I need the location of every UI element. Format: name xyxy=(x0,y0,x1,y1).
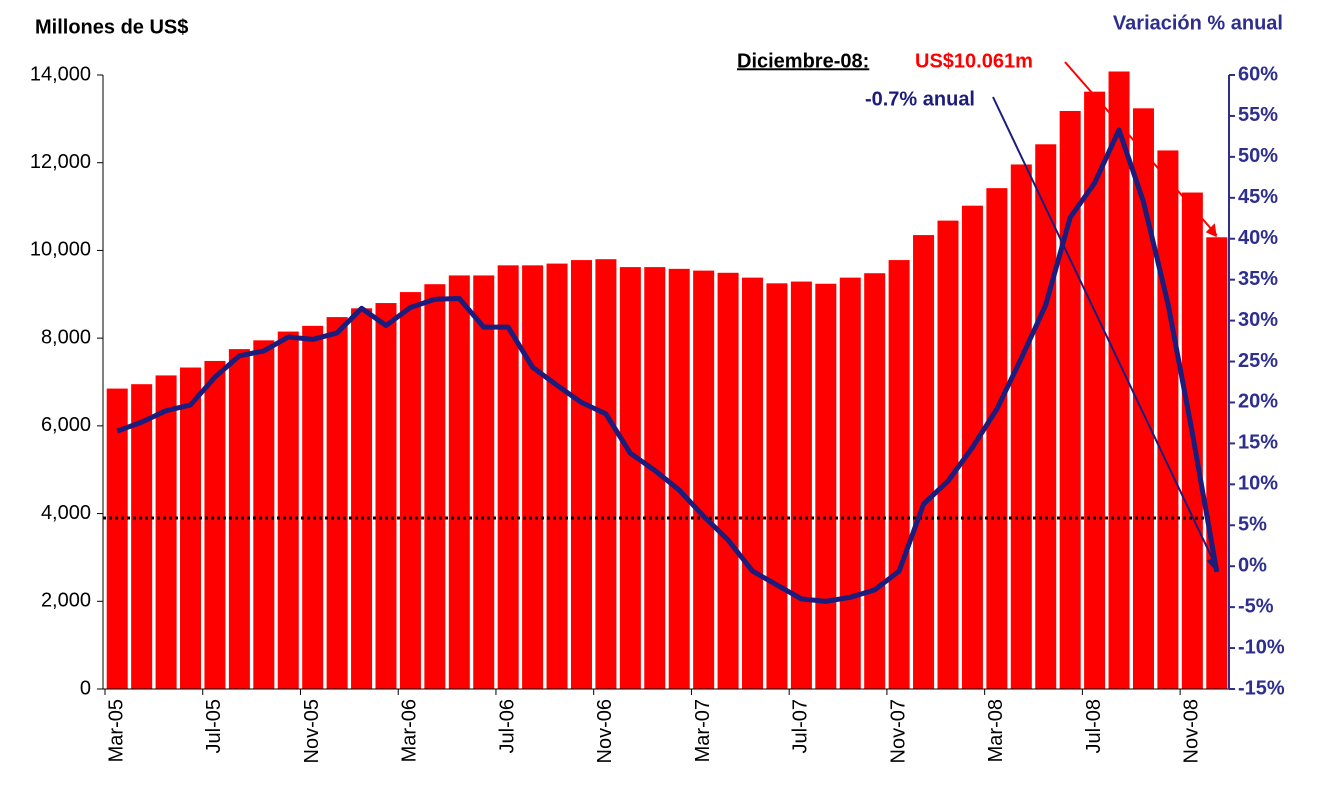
bar xyxy=(424,284,446,689)
x-tick-label: Nov-06 xyxy=(594,699,616,763)
y2-tick-label: 50% xyxy=(1238,145,1278,167)
bar xyxy=(864,273,886,689)
x-tick-label: Nov-08 xyxy=(1181,699,1203,763)
bar xyxy=(204,360,226,689)
y2-tick-label: 5% xyxy=(1238,514,1267,536)
x-tick-label: Mar-06 xyxy=(399,699,421,762)
bar xyxy=(1157,150,1179,690)
arrowhead xyxy=(1205,223,1217,238)
bar xyxy=(1206,237,1228,689)
x-tick-label: Jul-08 xyxy=(1083,699,1105,753)
y-tick-label: 2,000 xyxy=(41,590,91,612)
bar xyxy=(937,220,959,689)
bar xyxy=(644,267,666,689)
x-tick-label: Nov-07 xyxy=(887,699,909,763)
x-tick-label: Mar-05 xyxy=(105,699,127,762)
bar xyxy=(473,275,495,689)
y-tick-label: 8,000 xyxy=(41,326,91,348)
bar xyxy=(180,367,202,689)
bar xyxy=(522,265,544,689)
bar xyxy=(448,275,470,689)
bar xyxy=(693,270,715,689)
y2-tick-label: 20% xyxy=(1238,391,1278,413)
bar xyxy=(1059,110,1081,689)
bar xyxy=(155,375,177,689)
bar xyxy=(986,188,1008,689)
y2-tick-label: -10% xyxy=(1238,636,1285,658)
y2-tick-label: 35% xyxy=(1238,268,1278,290)
bar xyxy=(619,267,641,689)
bar xyxy=(742,277,764,689)
y-tick-label: 4,000 xyxy=(41,502,91,524)
bar xyxy=(717,272,739,689)
y2-tick-label: -15% xyxy=(1238,677,1285,699)
y2-tick-label: 0% xyxy=(1238,554,1267,576)
y-tick-label: 14,000 xyxy=(30,63,91,85)
y2-tick-label: 15% xyxy=(1238,432,1278,454)
bar xyxy=(888,260,910,689)
bar xyxy=(766,283,788,689)
bar xyxy=(399,292,421,689)
bar xyxy=(277,331,299,689)
bar xyxy=(351,308,373,689)
arrowhead xyxy=(1206,555,1217,572)
line xyxy=(116,127,1220,604)
bar xyxy=(1035,144,1057,689)
annotation-change: -0.7% anual xyxy=(865,88,975,110)
bar xyxy=(253,340,275,689)
bar xyxy=(790,281,812,689)
y-tick-label: 12,000 xyxy=(30,151,91,173)
bar xyxy=(1132,108,1154,690)
bar xyxy=(1108,71,1130,689)
arrow-change xyxy=(992,96,1218,569)
arrow-value xyxy=(1064,61,1218,236)
bar xyxy=(815,283,837,689)
x-tick-label: Mar-07 xyxy=(692,699,714,762)
annotation-value: US$10.061m xyxy=(915,50,1033,72)
y-axis-title: Millones de US$ xyxy=(35,16,188,38)
bar xyxy=(228,349,250,689)
bar xyxy=(546,263,568,689)
bar xyxy=(1084,91,1106,689)
x-tick-label: Jul-06 xyxy=(496,699,518,753)
bar xyxy=(106,388,128,689)
x-tick-label: Mar-08 xyxy=(985,699,1007,762)
y-tick-label: 10,000 xyxy=(30,239,91,261)
bar xyxy=(668,268,690,689)
y2-tick-label: 10% xyxy=(1238,473,1278,495)
bar xyxy=(913,235,935,690)
y2-tick-label: 60% xyxy=(1238,63,1278,85)
y2-tick-label: -5% xyxy=(1238,595,1274,617)
x-tick-label: Jul-05 xyxy=(203,699,225,753)
bar xyxy=(375,303,397,689)
bar xyxy=(326,317,348,689)
bar xyxy=(131,384,153,689)
annotation-date: Diciembre-08: xyxy=(737,50,869,72)
x-tick-label: Jul-07 xyxy=(790,699,812,753)
y2-tick-label: 45% xyxy=(1238,186,1278,208)
bar xyxy=(497,265,519,689)
y2-tick-label: 40% xyxy=(1238,227,1278,249)
bar xyxy=(1010,164,1032,689)
x-tick-label: Nov-05 xyxy=(301,699,323,763)
y2-tick-label: 55% xyxy=(1238,104,1278,126)
bar xyxy=(570,260,592,689)
y2-axis-title: Variación % anual xyxy=(1113,12,1283,34)
y2-tick-label: 25% xyxy=(1238,350,1278,372)
bar xyxy=(302,325,324,689)
bar xyxy=(839,277,861,689)
y-tick-label: 0 xyxy=(80,677,91,699)
y2-tick-label: 30% xyxy=(1238,309,1278,331)
y-tick-label: 6,000 xyxy=(41,414,91,436)
bar xyxy=(595,259,617,689)
